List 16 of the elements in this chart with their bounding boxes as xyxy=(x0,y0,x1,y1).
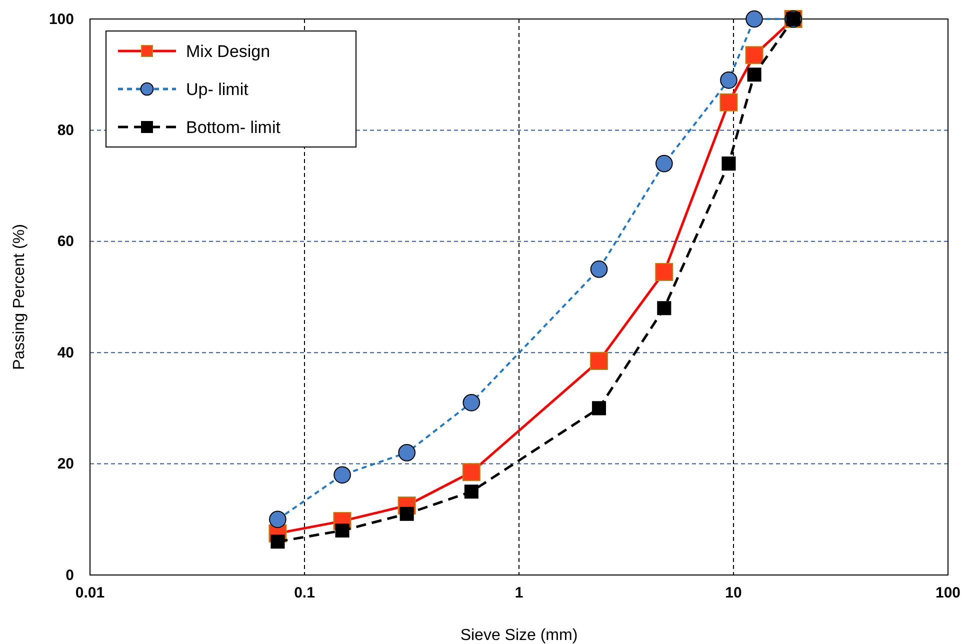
y-tick-label: 60 xyxy=(57,233,74,250)
x-tick-label: 100 xyxy=(935,584,961,602)
x-tick-label: 0.1 xyxy=(294,584,315,602)
y-tick-label: 20 xyxy=(57,456,74,473)
y-tick-label: 100 xyxy=(48,10,74,28)
x-axis-title: Sieve Size (mm) xyxy=(460,627,578,644)
legend-label: Bottom- limit xyxy=(186,118,281,137)
x-tick-label: 1 xyxy=(514,584,524,602)
y-tick-label: 0 xyxy=(66,566,74,584)
x-tick-label: 10 xyxy=(725,584,742,602)
legend-label: Mix Design xyxy=(186,42,270,61)
legend-label: Up- limit xyxy=(186,80,249,99)
y-tick-label: 40 xyxy=(57,344,74,362)
y-axis-title: Passing Percent (%) xyxy=(11,224,28,370)
x-tick-label: 0.01 xyxy=(75,584,105,602)
y-tick-label: 80 xyxy=(57,122,74,139)
